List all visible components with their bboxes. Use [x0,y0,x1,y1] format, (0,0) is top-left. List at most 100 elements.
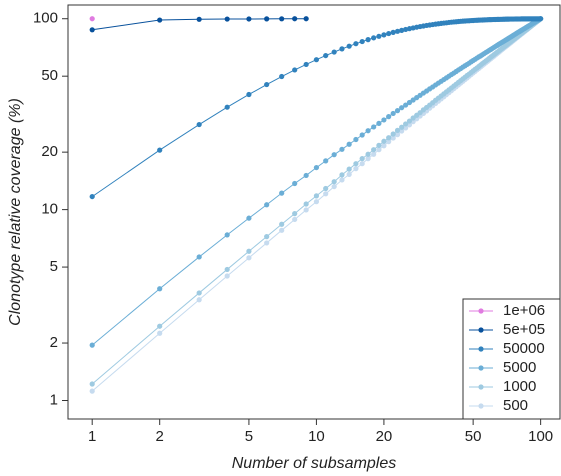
data-point [353,136,359,143]
legend-label: 1000 [503,378,536,395]
data-point [359,38,365,45]
data-point [89,381,95,387]
data-point [376,33,382,39]
data-point [323,191,329,197]
data-point [224,266,230,273]
data-point [323,185,329,192]
y-tick-label: 100 [33,10,58,27]
y-tick-label: 20 [41,143,58,160]
data-point [264,202,270,208]
legend-label: 500 [503,397,528,414]
data-point [279,227,285,233]
data-point [339,146,345,152]
data-point [246,255,252,261]
y-tick-label: 1 [50,391,58,408]
legend-box [462,298,561,420]
data-point [157,147,163,153]
x-tick-label: 1 [88,428,96,445]
x-tick-label: 10 [308,428,325,445]
legend-label: 50000 [503,340,545,357]
data-point [353,161,359,167]
legend-label: 5e+05 [503,321,545,338]
data-point [246,16,252,22]
data-point [376,120,382,126]
data-point [381,143,387,149]
legend-label: 5000 [503,359,536,376]
data-point [292,16,298,22]
data-point [394,28,401,34]
data-point [292,216,298,223]
data-point [292,180,298,187]
data-point [292,211,298,217]
data-point [157,323,163,329]
data-point [406,99,413,106]
data-point [279,190,285,196]
data-point [89,342,95,348]
data-point [157,286,163,292]
data-point [394,132,401,138]
data-point [386,30,392,37]
data-point [331,152,337,158]
data-point [89,16,95,22]
data-point [359,161,365,167]
data-point [399,27,405,33]
data-point [371,151,377,157]
data-point [339,177,345,183]
data-point [390,131,396,137]
legend-swatch-dot [478,346,484,352]
data-point [157,17,163,23]
data-point [365,37,371,43]
data-point [399,105,405,111]
data-point [157,330,163,336]
data-point [224,104,230,110]
data-point [371,35,377,41]
data-point [381,32,387,38]
x-tick-label: 5 [245,428,253,445]
data-point [390,135,396,141]
data-point [353,41,359,47]
data-point [390,29,396,35]
x-tick-label: 50 [465,428,482,445]
data-point [264,240,270,246]
plot-frame [67,4,561,420]
data-point [196,254,202,260]
y-tick-label: 10 [41,201,58,218]
data-point [323,158,329,164]
legend-swatch-dot [478,365,484,371]
data-point [89,388,95,394]
data-point [390,110,396,117]
legend-swatch-dot [478,384,484,390]
data-point [339,46,345,52]
data-point [394,108,401,114]
data-point [196,297,202,303]
data-point [365,151,371,157]
legend-swatch-dot [478,403,484,409]
data-point [339,172,345,178]
x-tick-label: 2 [156,428,164,445]
data-point [376,147,382,153]
data-point [303,201,309,207]
data-point [224,232,230,238]
data-point [246,248,252,254]
data-point [359,132,365,138]
legend: 1e+06 5e+05 50000 5000 1000 500 [462,298,561,420]
data-point [89,27,95,33]
x-axis-title: Number of subsamples [232,455,397,472]
data-point [224,273,230,279]
data-point [394,127,401,133]
data-point [386,135,392,141]
data-point [313,193,320,199]
data-point [246,215,252,221]
data-point [346,166,352,172]
data-point [365,156,371,162]
data-point [381,117,387,123]
data-point [403,102,409,108]
data-point [196,121,202,128]
data-point [264,16,270,22]
data-point [279,73,285,80]
data-point [331,179,337,185]
data-point [399,128,405,134]
y-tick-label: 2 [50,334,58,351]
